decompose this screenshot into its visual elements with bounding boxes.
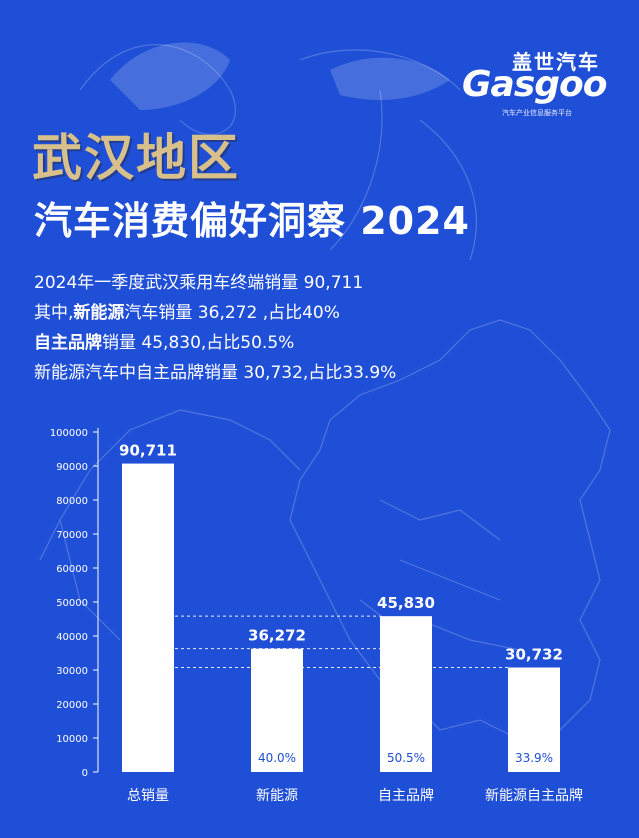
y-tick-label: 0	[82, 768, 88, 779]
map-province-lines	[359, 499, 521, 651]
stat-prefix: 其中,	[34, 303, 74, 323]
y-tick-label: 90000	[56, 462, 88, 473]
y-tick-label: 100000	[50, 428, 88, 439]
logo-subtitle: 汽车产业信息服务平台	[502, 109, 572, 117]
y-tick-label: 60000	[56, 564, 88, 575]
y-tick-label: 10000	[56, 734, 88, 745]
stat-domestic-label: 自主品牌	[34, 333, 102, 353]
map-outline-west	[39, 409, 301, 641]
stat-line-nev-domestic: 新能源汽车中自主品牌销量 30,732,占比33.9%	[34, 363, 397, 383]
summary-stats: 2024年一季度武汉乘用车终端销量 90,711 其中,新能源汽车销量 36,2…	[34, 268, 396, 388]
y-tick-label: 30000	[56, 666, 88, 677]
logo-english-text: Gasgoo	[462, 64, 608, 105]
bar-1	[122, 463, 174, 772]
stat-line-domestic: 自主品牌销量 45,830,占比50.5%	[34, 328, 396, 358]
bar-share-label: 40.0%	[258, 751, 296, 765]
y-tick-label: 80000	[56, 496, 88, 507]
page-subtitle: 汽车消费偏好洞察 2024	[34, 199, 470, 243]
stat-line-nev: 其中,新能源汽车销量 36,272 ,占比40%	[34, 298, 396, 328]
stat-domestic-value: 销量 45,830,占比50.5%	[102, 333, 295, 353]
bar-3	[380, 616, 432, 772]
bar-value-label: 90,711	[119, 442, 177, 460]
bar-4	[508, 667, 560, 772]
calligraphy-blob	[330, 57, 450, 100]
page-title: 武汉地区	[32, 129, 240, 187]
stat-line-total: 2024年一季度武汉乘用车终端销量 90,711	[34, 273, 364, 293]
x-category-label: 新能源	[256, 788, 298, 804]
x-category-label: 自主品牌	[378, 787, 434, 804]
stat-nev-label: 新能源	[73, 303, 125, 323]
stat-nev-value: 汽车销量 36,272 ,占比40%	[124, 303, 340, 323]
y-tick-label: 50000	[56, 598, 88, 609]
bar-value-label: 36,272	[248, 627, 306, 645]
x-category-label: 新能源自主品牌	[485, 787, 583, 804]
calligraphy-blob	[110, 42, 230, 110]
y-tick-label: 40000	[56, 632, 88, 643]
bar-value-label: 30,732	[505, 646, 563, 664]
bar-share-label: 50.5%	[387, 751, 425, 765]
logo-chinese-text: 盖世汽车	[512, 50, 600, 74]
calligraphy-stroke	[79, 44, 477, 261]
bar-2	[251, 648, 303, 772]
map-outline	[289, 319, 611, 741]
bar-value-label: 45,830	[377, 594, 435, 612]
y-tick-label: 70000	[56, 530, 88, 541]
bar-share-label: 33.9%	[515, 751, 553, 765]
x-category-label: 总销量	[127, 788, 169, 804]
sales-bar-chart: 0 10000 20000 30000 40000 50000 60000 70000 8000…	[50, 428, 583, 804]
y-tick-label: 20000	[56, 700, 88, 711]
